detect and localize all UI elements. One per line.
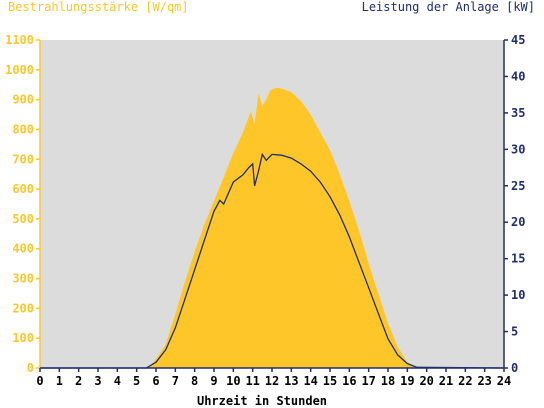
left-ticks: 0 100 200 300 400 500 600 700 800 900 1000 1100: [5, 33, 40, 375]
irradiance-layer: [40, 87, 504, 368]
y-right-tick-label: 30: [511, 142, 525, 156]
y-left-tick-label: 200: [12, 301, 34, 315]
y-right-tick-label: 25: [511, 179, 525, 193]
y-left-tick-label: 900: [12, 93, 34, 107]
x-tick-label: 11: [245, 374, 259, 388]
x-axis-label: Uhrzeit in Stunden: [197, 394, 327, 408]
y-right-tick-label: 45: [511, 33, 525, 47]
y-right-tick-label: 5: [511, 325, 518, 339]
x-tick-label: 4: [114, 374, 121, 388]
x-tick-label: 12: [265, 374, 279, 388]
x-ticks: 0 1 2 3 4 5 6 7 8 9 10 11 12 13 14 15 16 17 18 19 20 21 22 23 24: [36, 368, 511, 388]
right-axis-label: Leistung der Anlage [kW]: [362, 0, 535, 14]
x-tick-label: 22: [458, 374, 472, 388]
y-right-tick-label: 35: [511, 106, 525, 120]
y-right-tick-label: 15: [511, 252, 525, 266]
x-tick-label: 23: [477, 374, 491, 388]
x-tick-label: 16: [342, 374, 356, 388]
power-line: [40, 152, 505, 369]
x-tick-label: 13: [284, 374, 298, 388]
x-tick-label: 21: [439, 374, 453, 388]
y-left-tick-label: 700: [12, 152, 34, 166]
y-left-tick-label: 1000: [5, 63, 34, 77]
y-right-tick-label: 0: [511, 361, 518, 375]
y-left-tick-label: 600: [12, 182, 34, 196]
x-tick-label: 1: [56, 374, 63, 388]
x-tick-label: 0: [36, 374, 43, 388]
y-left-tick-label: 800: [12, 122, 34, 136]
y-left-tick-label: 100: [12, 331, 34, 345]
x-tick-label: 7: [172, 374, 179, 388]
y-left-tick-label: 300: [12, 272, 34, 286]
x-tick-label: 9: [210, 374, 217, 388]
irradiance-area: [40, 87, 504, 368]
x-tick-label: 18: [381, 374, 395, 388]
x-tick-label: 10: [226, 374, 240, 388]
x-tick-label: 5: [133, 374, 140, 388]
x-tick-label: 8: [191, 374, 198, 388]
power-layer: [40, 152, 505, 369]
right-ticks: 0 5 10 15 20 25 30 35 40 45: [504, 33, 525, 375]
y-left-tick-label: 500: [12, 212, 34, 226]
y-left-tick-label: 400: [12, 242, 34, 256]
y-right-tick-label: 20: [511, 215, 525, 229]
x-tick-label: 20: [419, 374, 433, 388]
x-tick-label: 17: [361, 374, 375, 388]
x-tick-label: 14: [303, 374, 317, 388]
x-tick-label: 19: [400, 374, 414, 388]
x-tick-label: 15: [323, 374, 337, 388]
y-left-tick-label: 0: [27, 361, 34, 375]
y-right-tick-label: 40: [511, 69, 525, 83]
y-left-tick-label: 1100: [5, 33, 34, 47]
y-right-tick-label: 10: [511, 288, 525, 302]
x-tick-label: 6: [152, 374, 159, 388]
x-tick-label: 2: [75, 374, 82, 388]
x-tick-label: 24: [497, 374, 511, 388]
left-axis-label: Bestrahlungsstärke [W/qm]: [8, 0, 189, 14]
x-tick-label: 3: [94, 374, 101, 388]
